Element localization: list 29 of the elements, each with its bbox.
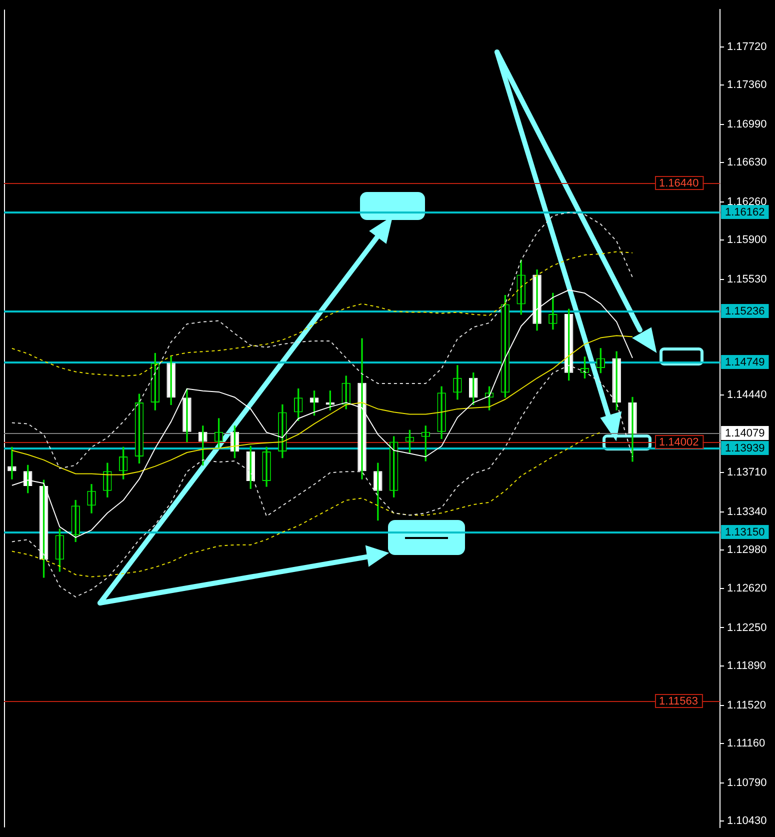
y-tick-label: 1.16630 [727, 156, 767, 169]
y-tick-label: 1.11890 [727, 660, 766, 672]
ref-line-label: 1.15236 [725, 306, 765, 318]
y-tick-label: 1.13340 [727, 506, 767, 518]
y-tick-label: 1.17720 [727, 40, 767, 53]
y-tick-label: 1.12250 [727, 622, 767, 634]
y-tick-label: 1.15530 [727, 273, 767, 286]
ref-line-label: 1.14079 [725, 428, 765, 440]
ref-line-label: 1.14002 [659, 436, 699, 449]
y-tick-label: 1.14440 [727, 389, 767, 402]
ref-line-label: 1.16162 [725, 206, 765, 219]
y-tick-label: 1.16260 [727, 196, 767, 208]
y-tick-label: 1.11160 [727, 738, 766, 750]
ref-line-label: 1.16440 [659, 178, 699, 190]
y-tick-label: 1.16990 [727, 118, 767, 130]
ref-line-label: 1.13939 [725, 442, 765, 455]
ref-line-label: 1.11563 [659, 696, 698, 708]
y-tick-label: 1.15900 [727, 234, 767, 246]
y-tick-label: 1.10790 [727, 776, 767, 789]
ref-line-label: 1.13150 [725, 526, 765, 539]
line-series [11, 251, 633, 377]
y-tick-label: 1.12620 [727, 582, 767, 594]
y-tick-label: 1.10430 [727, 815, 767, 828]
y-tick-label: 1.12980 [727, 544, 767, 556]
line-series [11, 212, 633, 469]
ref-line-label: 1.14749 [725, 356, 765, 369]
y-tick-label: 1.11520 [727, 699, 766, 712]
y-tick-label: 1.13710 [727, 466, 767, 479]
y-tick-label: 1.17360 [727, 79, 767, 92]
